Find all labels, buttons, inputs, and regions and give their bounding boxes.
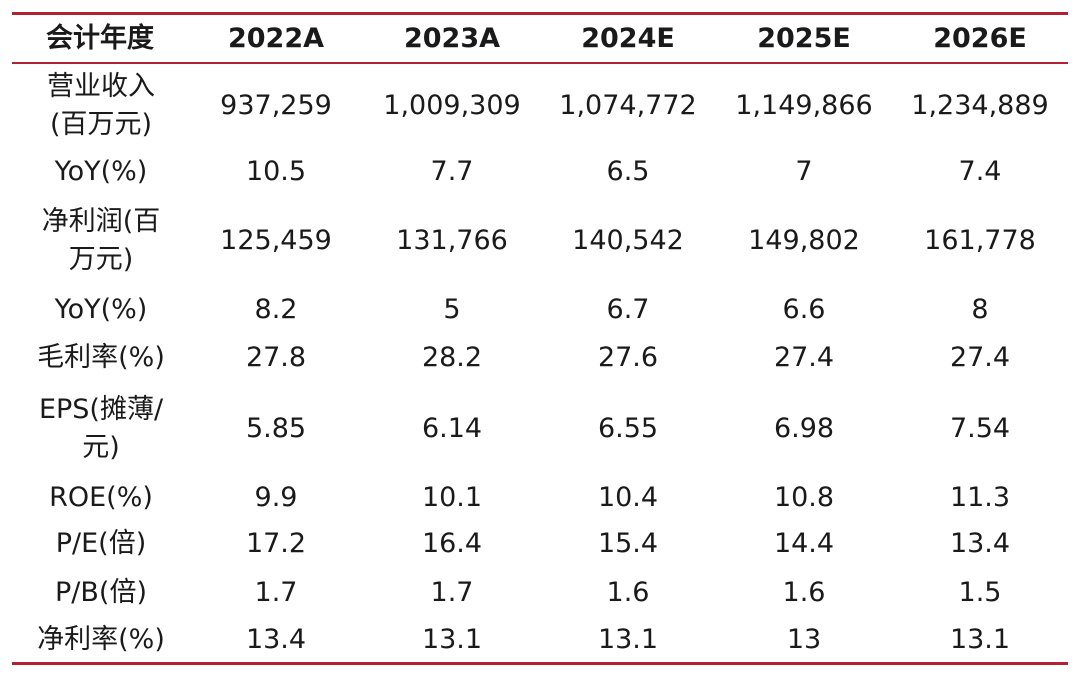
value-cell: 6.98 [773,413,835,444]
row-label: 毛利率(%) [37,342,165,373]
value-cell: 7.4 [958,156,1002,187]
value-cell: 6.6 [782,294,826,325]
value-cell: 1,074,772 [559,90,697,121]
value-cell: 937,259 [220,90,332,121]
value-cell: 149,802 [748,225,860,256]
table-row: P/E(倍) 17.2 16.4 15.4 14.4 13.4 [12,520,1068,568]
value-cell: 1.7 [430,577,474,608]
value-cell: 13.1 [892,618,1068,665]
value-cell: 125,459 [220,225,332,256]
value-cell: 131,766 [396,225,508,256]
table-row: EPS(摊薄/元) 5.85 6.14 6.55 6.98 7.54 [12,382,1068,476]
header-row: 会计年度 2022A 2023A 2024E 2025E 2026E [12,12,1068,64]
value-cell: 10.4 [597,482,659,513]
value-cell: 13.1 [540,618,716,665]
value-cell: 8 [971,294,989,325]
value-cell: 15.4 [597,528,659,559]
value-cell: 27.4 [949,342,1011,373]
value-cell: 10.8 [773,482,835,513]
value-cell: 6.7 [606,294,650,325]
financial-table: 会计年度 2022A 2023A 2024E 2025E 2026E 营业收入(百万元) 9… [12,12,1068,665]
table-row: P/B(倍) 1.7 1.7 1.6 1.6 1.5 [12,568,1068,618]
value-cell: 17.2 [245,528,307,559]
value-cell: 1,234,889 [911,90,1049,121]
value-cell: 6.5 [606,156,650,187]
header-cell: 2023A [364,12,540,64]
value-cell: 1.5 [958,577,1002,608]
row-label: 营业收入(百万元) [47,71,155,140]
value-cell: 1,149,866 [735,90,873,121]
value-cell: 9.9 [254,482,298,513]
value-cell: 161,778 [924,225,1036,256]
value-cell: 27.4 [773,342,835,373]
value-cell: 28.2 [421,342,483,373]
value-cell: 1,009,309 [383,90,521,121]
header-cell: 2025E [716,12,892,64]
value-cell: 8.2 [254,294,298,325]
value-cell: 13.4 [188,618,364,665]
value-cell: 27.6 [597,342,659,373]
row-label: YoY(%) [54,156,148,187]
value-cell: 5.85 [245,413,307,444]
value-cell: 5 [443,294,461,325]
table-row: 净利润(百万元) 125,459 131,766 140,542 149,802 161,… [12,196,1068,286]
value-cell: 16.4 [421,528,483,559]
value-cell: 27.8 [245,342,307,373]
table-body: 营业收入(百万元) 937,259 1,009,309 1,074,772 1,149,… [12,63,1068,665]
table-row: YoY(%) 10.5 7.7 6.5 7 7.4 [12,148,1068,196]
row-label: EPS(摊薄/元) [38,394,164,463]
value-cell: 14.4 [773,528,835,559]
value-cell: 13.1 [364,618,540,665]
row-label: 净利率(%) [12,618,188,665]
value-cell: 1.7 [254,577,298,608]
value-cell: 1.6 [606,577,650,608]
value-cell: 10.5 [245,156,307,187]
row-label: P/B(倍) [55,577,147,608]
value-cell: 1.6 [782,577,826,608]
row-label: 净利润(百万元) [41,206,161,275]
table-row: 毛利率(%) 27.8 28.2 27.6 27.4 27.4 [12,334,1068,382]
value-cell: 13.4 [949,528,1011,559]
value-cell: 11.3 [949,482,1011,513]
header-cell: 2026E [892,12,1068,64]
value-cell: 13 [716,618,892,665]
table-row: 净利率(%) 13.4 13.1 13.1 13 13.1 [12,618,1068,665]
value-cell: 140,542 [572,225,684,256]
value-cell: 7 [795,156,813,187]
row-label: YoY(%) [54,294,148,325]
value-cell: 7.54 [949,413,1011,444]
value-cell: 7.7 [430,156,474,187]
table-row: 营业收入(百万元) 937,259 1,009,309 1,074,772 1,149,… [12,63,1068,148]
header-cell: 2022A [188,12,364,64]
value-cell: 6.14 [421,413,483,444]
value-cell: 6.55 [597,413,659,444]
value-cell: 10.1 [421,482,483,513]
row-label: P/E(倍) [55,528,147,559]
header-cell: 2024E [540,12,716,64]
header-cell: 会计年度 [12,12,188,64]
table-row: ROE(%) 9.9 10.1 10.4 10.8 11.3 [12,476,1068,520]
row-label: ROE(%) [49,482,153,513]
table-row: YoY(%) 8.2 5 6.7 6.6 8 [12,286,1068,334]
